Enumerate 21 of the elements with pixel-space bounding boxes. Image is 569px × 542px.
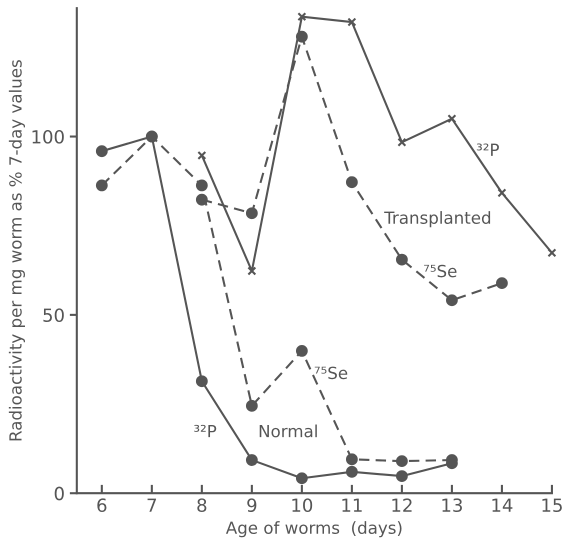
x-tick-label: 12 [392,498,412,512]
x-tick-label: 9 [247,498,256,512]
x-tick-label: 13 [442,498,462,512]
x-axis-title: Age of worms (days) [226,521,402,538]
annotation: ³²P [476,143,499,156]
x-tick-label: 7 [148,498,156,512]
x-tick-label: 15 [542,498,562,512]
annotation: ³²P [194,424,216,438]
y-tick-label: 0 [54,486,64,500]
x-tick-label: 11 [342,498,362,512]
x-tick-label: 6 [97,498,106,512]
annotation: ⁷⁵Se [424,264,456,278]
annotation: Transplanted [384,211,490,228]
y-tick-label: 50 [43,308,64,322]
x-tick-label: 10 [292,498,312,512]
annotation: Normal [260,424,317,438]
y-tick-label: 100 [32,130,64,144]
annotation: ⁷⁵Se [314,366,348,380]
y-axis-title: Radioactivity per mg worm as % 7-day values [8,60,25,440]
x-tick-label: 14 [492,498,512,512]
x-tick-label: 8 [197,498,206,512]
